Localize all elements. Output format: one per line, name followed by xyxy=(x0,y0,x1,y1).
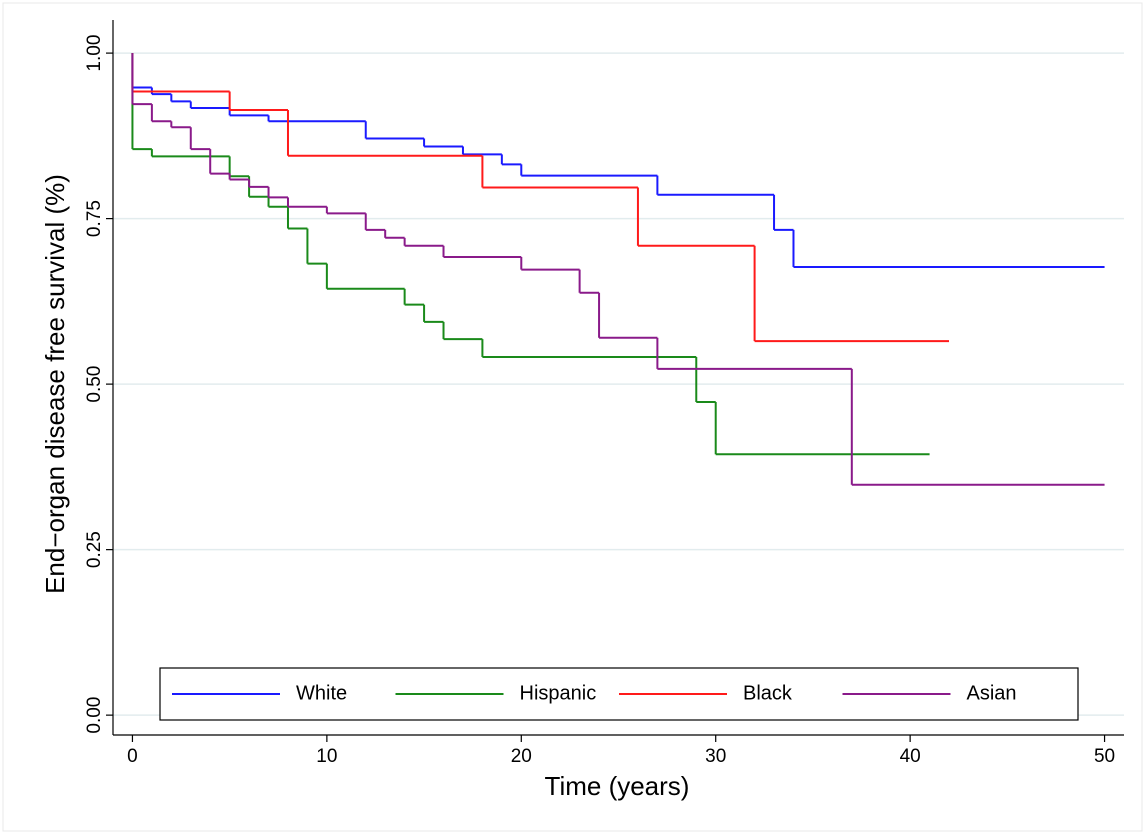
x-tick-label: 40 xyxy=(900,746,921,767)
y-axis-title: End−organ disease free survival (%) xyxy=(40,174,70,594)
x-tick-label: 20 xyxy=(511,746,532,767)
legend-label: Hispanic xyxy=(520,682,597,704)
series-line xyxy=(131,53,930,456)
y-tick-label: 0.25 xyxy=(84,531,105,568)
x-tick-label: 0 xyxy=(127,746,138,767)
legend-label: White xyxy=(296,682,347,704)
x-tick-label: 10 xyxy=(316,746,337,767)
series-line xyxy=(131,53,1105,486)
y-tick-label: 0.50 xyxy=(84,366,105,403)
series-line xyxy=(131,53,1105,268)
legend-label: Asian xyxy=(967,682,1017,704)
series-line xyxy=(131,53,950,343)
x-tick-label: 50 xyxy=(1094,746,1115,767)
x-axis-title: Time (years) xyxy=(545,771,690,801)
y-tick-label: 0.75 xyxy=(84,200,105,237)
x-tick-label: 30 xyxy=(705,746,726,767)
y-tick-label: 0.00 xyxy=(84,697,105,734)
y-tick-label: 1.00 xyxy=(84,35,105,72)
legend-label: Black xyxy=(743,682,793,704)
